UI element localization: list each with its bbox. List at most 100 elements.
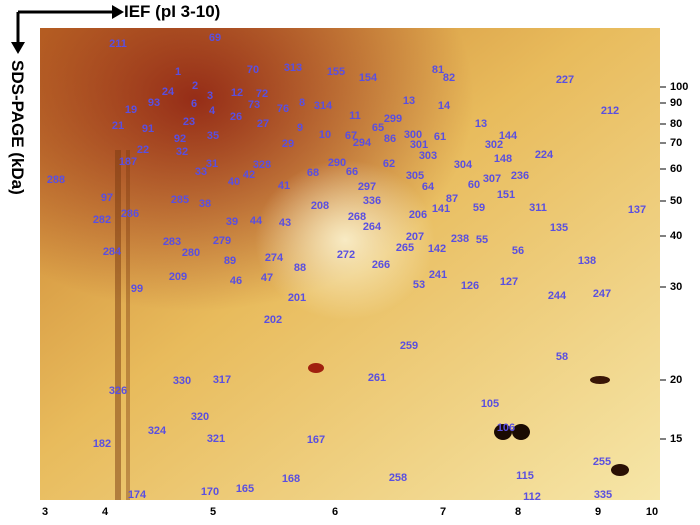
spot-label: 155 — [327, 66, 345, 78]
spot-label: 19 — [125, 104, 137, 116]
spot-label: 4 — [209, 105, 216, 117]
spot-label: 9 — [297, 122, 303, 134]
spot-label: 274 — [265, 252, 284, 264]
spot-label: 151 — [497, 189, 515, 201]
spot-label: 99 — [131, 283, 143, 295]
spot-label: 321 — [207, 433, 225, 445]
spot-label: 224 — [535, 149, 554, 161]
sds-label: SDS-PAGE (kDa) — [8, 60, 27, 195]
spot-label: 112 — [523, 491, 541, 503]
spot-label: 280 — [182, 247, 200, 259]
spot-label: 168 — [282, 473, 300, 485]
spot-label: 144 — [499, 130, 518, 142]
spot-label: 106 — [497, 422, 515, 434]
spot-label: 97 — [101, 192, 113, 204]
spot-label: 60 — [468, 179, 480, 191]
spot-label: 283 — [163, 236, 181, 248]
spot-label: 35 — [207, 130, 219, 142]
mw-tick-label: 30 — [670, 281, 682, 293]
spot-label: 61 — [434, 131, 446, 143]
spot-label: 21 — [112, 120, 124, 132]
spot-label: 202 — [264, 314, 282, 326]
spot-label: 3 — [207, 90, 213, 102]
spot-label: 290 — [328, 157, 346, 169]
spot-label: 62 — [383, 158, 395, 170]
spot-label: 8 — [299, 97, 305, 109]
spot-label: 65 — [372, 122, 384, 134]
spot-label: 73 — [248, 99, 260, 111]
spot-label: 212 — [601, 105, 619, 117]
spot-label: 300 — [404, 129, 422, 141]
spot-label: 26 — [230, 111, 242, 123]
spot-label: 68 — [307, 167, 319, 179]
spot-label: 56 — [512, 245, 524, 257]
spot-label: 208 — [311, 200, 329, 212]
spot-label: 266 — [372, 259, 390, 271]
spot-label: 67 — [345, 130, 357, 142]
spot-label: 174 — [128, 489, 147, 501]
ief-label: IEF (pI 3-10) — [124, 2, 220, 21]
spot-label: 14 — [438, 100, 451, 112]
spot-label: 288 — [47, 174, 65, 186]
spot-label: 2 — [192, 80, 198, 92]
spot-label: 324 — [148, 425, 167, 437]
spot-label: 12 — [231, 87, 243, 99]
spot-label: 31 — [206, 158, 218, 170]
spot-label: 303 — [419, 150, 437, 162]
spot-label: 244 — [548, 290, 567, 302]
spot-label: 167 — [307, 434, 325, 446]
spot-label: 41 — [278, 180, 290, 192]
spot-label: 284 — [103, 246, 122, 258]
mw-tick-label: 15 — [670, 433, 682, 445]
spot-label: 258 — [389, 472, 407, 484]
mw-tick-label: 80 — [670, 118, 682, 130]
mw-tick-label: 100 — [670, 81, 688, 93]
spot-label: 142 — [428, 243, 446, 255]
spot-label: 87 — [446, 193, 458, 205]
spot-label: 23 — [183, 116, 195, 128]
spot-label: 317 — [213, 374, 231, 386]
spot-label: 39 — [226, 216, 238, 228]
spot-label: 69 — [209, 32, 221, 44]
spot-label: 43 — [279, 217, 291, 229]
spot-label: 137 — [628, 204, 646, 216]
spot-label: 64 — [422, 181, 435, 193]
spot-label: 211 — [109, 38, 127, 50]
spot-label: 170 — [201, 486, 219, 498]
spot-label: 82 — [443, 72, 455, 84]
spot-label: 29 — [282, 138, 294, 150]
spot-label: 11 — [349, 110, 361, 122]
spot-label: 81 — [432, 64, 444, 76]
spot-label: 40 — [228, 176, 240, 188]
spot-label: 141 — [432, 203, 450, 215]
spot-label: 299 — [384, 113, 402, 125]
spot-label: 76 — [277, 103, 289, 115]
spot-label: 255 — [593, 456, 611, 468]
spot-label: 241 — [429, 269, 447, 281]
spot-label: 328 — [253, 159, 271, 171]
spot-label: 227 — [556, 74, 574, 86]
spot-label: 88 — [294, 262, 306, 274]
spot-label: 1 — [175, 66, 181, 78]
spot-label: 24 — [162, 86, 175, 98]
spot-label: 6 — [191, 98, 197, 110]
spot-label: 92 — [174, 133, 186, 145]
mw-tick-label: 50 — [670, 195, 682, 207]
spot-label: 72 — [256, 88, 268, 100]
spot-label: 115 — [516, 470, 534, 482]
spot-label: 305 — [406, 170, 424, 182]
spot-label: 22 — [137, 144, 149, 156]
spot-label: 335 — [594, 489, 612, 501]
spot-label: 282 — [93, 214, 111, 226]
spot-label: 32 — [176, 146, 188, 158]
spot-label: 46 — [230, 275, 242, 287]
spot-label: 10 — [319, 129, 331, 141]
spot-label: 27 — [257, 118, 269, 130]
spot-label: 13 — [475, 118, 487, 130]
pi-tick-label: 4 — [102, 506, 109, 518]
axes: IEF (pI 3-10) SDS-PAGE (kDa) — [8, 2, 220, 195]
pi-tick-label: 5 — [210, 506, 216, 518]
spot-label: 286 — [121, 208, 139, 220]
spot-label: 135 — [550, 222, 568, 234]
